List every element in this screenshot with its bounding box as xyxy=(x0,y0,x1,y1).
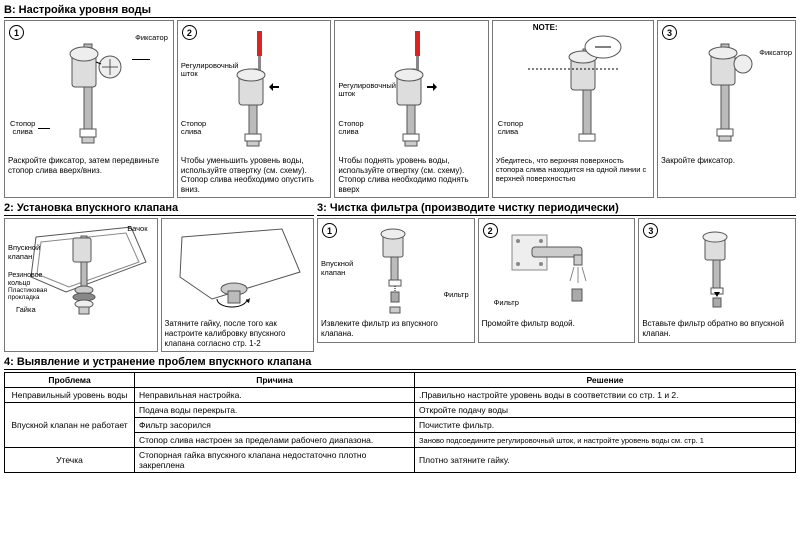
valve-icon xyxy=(523,29,623,149)
section-b-title: B: Настройка уровня воды xyxy=(4,4,796,18)
label-regshaft: Регулировочный шток xyxy=(181,62,239,79)
td-sol-1: .Правильно настройте уровень воды в соот… xyxy=(415,388,796,403)
caption-3-3: Вставьте фильтр обратно во впускной клап… xyxy=(642,319,792,338)
section-b-row: 1 Фиксатор Стопор слива Раскр xyxy=(4,20,796,198)
td-cause-3: Фильтр засорился xyxy=(135,418,415,433)
troubleshoot-table: Проблема Причина Решение Неправильный ур… xyxy=(4,372,796,473)
caption-b2b: Чтобы поднять уровень воды, используйте … xyxy=(338,156,484,194)
caption-b3: Закройте фиксатор. xyxy=(661,156,792,166)
tank-icon xyxy=(11,222,151,317)
step-3-2: 2 xyxy=(483,223,498,238)
td-prob-1: Неправильный уровень воды xyxy=(5,388,135,403)
panel-3-3: 3 Вставьте фильтр обратно во впускной кл… xyxy=(638,218,796,342)
diagram-3-3 xyxy=(642,222,792,317)
label-fixator: Фиксатор xyxy=(135,34,168,42)
label-filter: Фильтр xyxy=(443,291,468,299)
panel-2b: Затяните гайку, после того как настроите… xyxy=(161,218,315,352)
caption-2b: Затяните гайку, после того как настроите… xyxy=(165,319,311,348)
diagram-b2: Регулировочный шток Стопор слива xyxy=(181,24,327,154)
td-prob-5: Утечка xyxy=(5,448,135,473)
td-prob-2: Впускной клапан не работает xyxy=(5,403,135,448)
step-1: 1 xyxy=(9,25,24,40)
th-cause: Причина xyxy=(135,373,415,388)
label-stopor: Стопор слива xyxy=(338,120,363,137)
section-4-title: 4: Выявление и устранение проблем впускн… xyxy=(4,356,796,370)
panel-2a: Бачок Впускной клапан Резиновое кольцо П… xyxy=(4,218,158,352)
label-tank: Бачок xyxy=(127,225,147,233)
section-3-title: 3: Чистка фильтра (производите чистку пе… xyxy=(317,202,796,216)
td-cause-4: Стопор слива настроен за пределами рабоч… xyxy=(135,433,415,448)
td-cause-5: Стопорная гайка впускного клапана недост… xyxy=(135,448,415,473)
valve-icon xyxy=(44,29,134,149)
td-sol-4: Заново подсоедините регулировочный шток,… xyxy=(415,433,796,448)
section-3: 3: Чистка фильтра (производите чистку пе… xyxy=(317,202,796,352)
label-plast: Пластиковая прокладка xyxy=(8,287,47,301)
diagram-3-2: Фильтр xyxy=(482,222,632,317)
label-valve: Впускной клапан xyxy=(321,260,353,277)
panel-3-2: 2 Фильтр Промойте фильтр xyxy=(478,218,636,342)
diagram-b3: Фиксатор xyxy=(661,24,792,154)
tank-nut-icon xyxy=(172,227,302,312)
caption-3-2: Промойте фильтр водой. xyxy=(482,319,632,329)
sections-2-3: 2: Установка впускного клапана Бачок xyxy=(4,202,796,352)
label-stopor: Стопор слива xyxy=(181,120,206,137)
label-rubber: Резиновое кольцо xyxy=(8,272,42,287)
label-regshaft: Регулировочный шток xyxy=(338,82,396,99)
label-stopor: Стопор слива xyxy=(498,120,523,137)
section-b: B: Настройка уровня воды 1 Фиксатор xyxy=(4,4,796,198)
step-3: 3 xyxy=(662,25,677,40)
td-sol-2: Откройте подачу воды xyxy=(415,403,796,418)
diagram-b1: Фиксатор Стопор слива xyxy=(8,24,170,154)
diagram-b2b: Регулировочный шток Стопор слива xyxy=(338,24,484,154)
panel-b1: 1 Фиксатор Стопор слива Раскр xyxy=(4,20,174,198)
diagram-3-1: Впускной клапан Фильтр xyxy=(321,222,471,317)
section-2: 2: Установка впускного клапана Бачок xyxy=(4,202,314,352)
step-2: 2 xyxy=(182,25,197,40)
diagram-2b xyxy=(165,222,311,317)
panel-note: NOTE: Стопор слива Убедитесь, что верхня… xyxy=(492,20,654,198)
td-sol-5: Плотно затяните гайку. xyxy=(415,448,796,473)
caption-3-1: Извлеките фильтр из впускного клапана. xyxy=(321,319,471,338)
label-valve: Впускной клапан xyxy=(8,244,40,261)
label-nut: Гайка xyxy=(16,306,36,314)
caption-note: Убедитесь, что верхняя поверхность стопо… xyxy=(496,156,650,183)
diagram-2a: Бачок Впускной клапан Резиновое кольцо П… xyxy=(8,222,154,317)
panel-b2: 2 Регулировочный шток Стопор слива Чтобы… xyxy=(177,20,331,198)
panel-3-1: 1 Впускной клапан Фильтр Извлеките фильт… xyxy=(317,218,475,342)
diagram-note: Стопор слива xyxy=(496,24,650,154)
td-sol-3: Почистите фильтр. xyxy=(415,418,796,433)
th-problem: Проблема xyxy=(5,373,135,388)
panel-b3: 3 Фиксатор Закройте фиксатор. xyxy=(657,20,796,198)
label-stopor: Стопор слива xyxy=(10,120,35,137)
valve-icon xyxy=(219,29,289,149)
caption-b1: Раскройте фиксатор, затем передвиньте ст… xyxy=(8,156,170,175)
section-2-title: 2: Установка впускного клапана xyxy=(4,202,314,216)
td-cause-2: Подача воды перекрыта. xyxy=(135,403,415,418)
valve-icon xyxy=(691,29,761,149)
label-fixator: Фиксатор xyxy=(759,49,792,57)
label-filter: Фильтр xyxy=(494,299,519,307)
th-solution: Решение xyxy=(415,373,796,388)
valve-icon xyxy=(687,225,747,315)
section-4: 4: Выявление и устранение проблем впускн… xyxy=(4,356,796,473)
td-cause-1: Неправильная настройка. xyxy=(135,388,415,403)
panel-b2b: Регулировочный шток Стопор слива Чтобы п… xyxy=(334,20,488,198)
valve-filter-icon xyxy=(361,222,431,317)
caption-b2: Чтобы уменьшить уровень воды, используйт… xyxy=(181,156,327,194)
